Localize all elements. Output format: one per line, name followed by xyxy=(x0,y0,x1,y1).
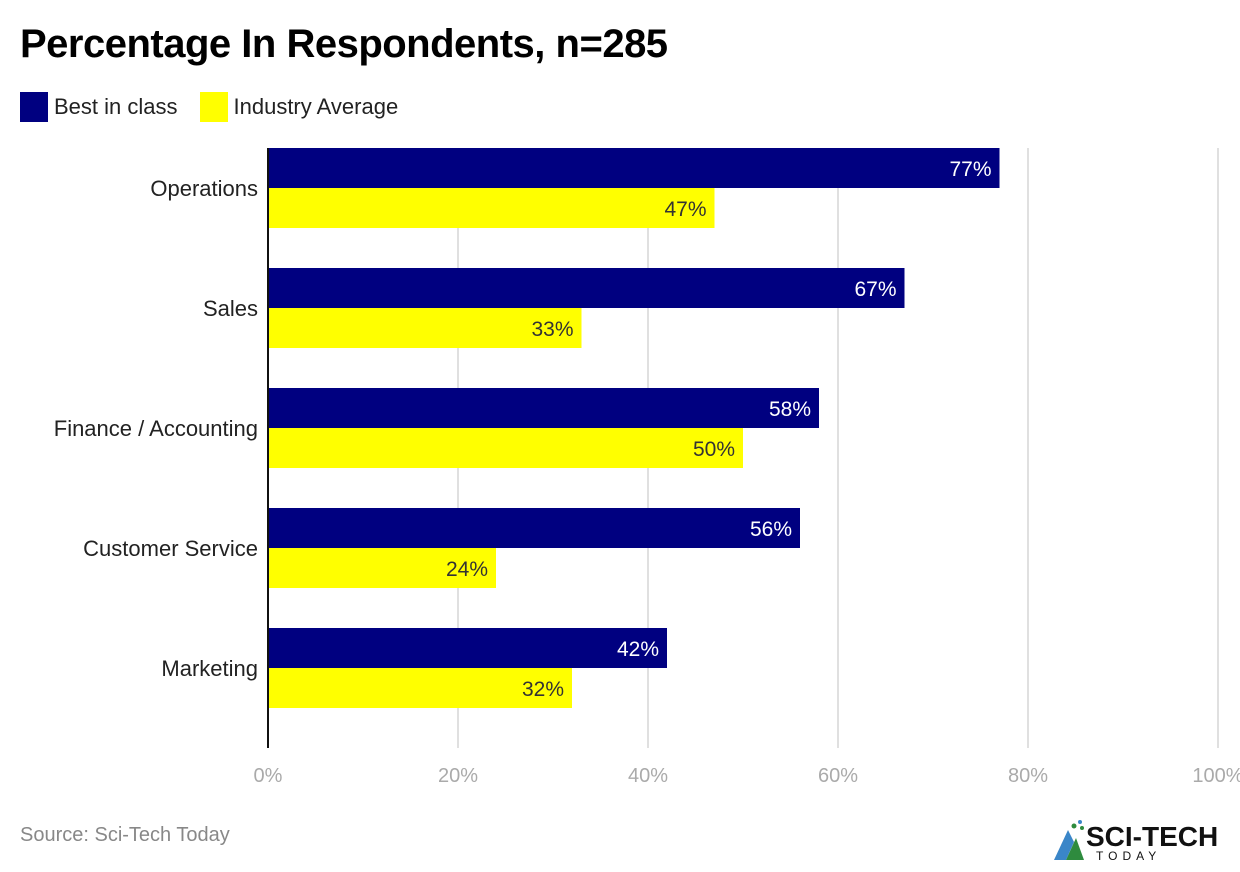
chart-title: Percentage In Respondents, n=285 xyxy=(20,22,668,66)
data-label: 33% xyxy=(531,318,573,341)
category-label: Finance / Accounting xyxy=(54,416,258,441)
category-label: Marketing xyxy=(161,656,258,681)
sci-tech-today-logo: SCI-TECH TODAY xyxy=(1052,818,1227,862)
bar-industry-average xyxy=(268,548,496,588)
data-label: 42% xyxy=(617,638,659,661)
source-note: Source: Sci-Tech Today xyxy=(20,824,230,846)
bar-best-in-class xyxy=(268,388,819,428)
data-label: 47% xyxy=(664,198,706,221)
logo-main-text: SCI-TECH xyxy=(1086,821,1218,852)
x-tick-label: 80% xyxy=(1008,765,1048,787)
data-label: 58% xyxy=(769,398,811,421)
x-tick-label: 40% xyxy=(628,765,668,787)
bar-industry-average xyxy=(268,428,743,468)
bar-best-in-class xyxy=(268,148,1000,188)
data-label: 50% xyxy=(693,438,735,461)
category-label: Operations xyxy=(150,176,258,201)
x-tick-label: 0% xyxy=(254,765,283,787)
legend-swatch-best-in-class xyxy=(20,92,48,122)
logo-sub-text: TODAY xyxy=(1096,849,1161,862)
category-label: Customer Service xyxy=(83,536,258,561)
legend-item-best-in-class: Best in class xyxy=(20,92,178,122)
legend: Best in class Industry Average xyxy=(20,92,420,122)
bar-industry-average xyxy=(268,668,572,708)
x-tick-label: 20% xyxy=(438,765,478,787)
data-label: 24% xyxy=(446,558,488,581)
bar-best-in-class xyxy=(268,508,800,548)
legend-label: Industry Average xyxy=(233,94,399,119)
bar-best-in-class xyxy=(268,628,667,668)
data-label: 32% xyxy=(522,678,564,701)
x-tick-label: 60% xyxy=(818,765,858,787)
bar-industry-average xyxy=(268,308,582,348)
bar-best-in-class xyxy=(268,268,905,308)
category-label: Sales xyxy=(203,296,258,321)
legend-label: Best in class xyxy=(54,94,178,119)
x-tick-label: 100% xyxy=(1192,765,1240,787)
legend-swatch-industry-average xyxy=(199,92,228,122)
data-label: 77% xyxy=(949,158,991,181)
data-label: 67% xyxy=(854,278,896,301)
legend-item-industry-average: Industry Average xyxy=(199,92,399,122)
logo-icon: SCI-TECH TODAY xyxy=(1054,820,1218,862)
bar-industry-average xyxy=(268,188,715,228)
data-label: 56% xyxy=(750,518,792,541)
